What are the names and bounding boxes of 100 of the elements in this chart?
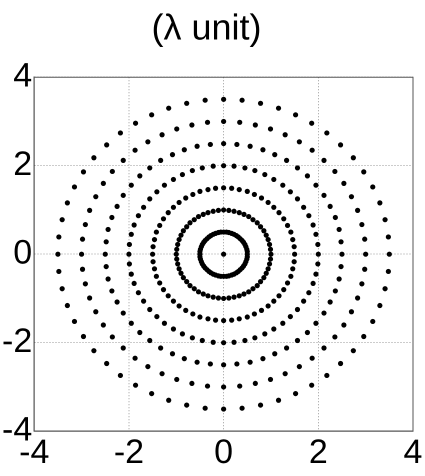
point: [231, 164, 237, 169]
point: [204, 383, 210, 389]
point: [154, 314, 160, 320]
point: [221, 318, 226, 324]
point: [174, 252, 179, 257]
point: [241, 212, 247, 217]
point: [180, 331, 186, 336]
point: [80, 169, 86, 174]
point: [361, 334, 366, 340]
point: [137, 330, 142, 336]
point: [362, 266, 368, 272]
point: [313, 232, 319, 237]
point: [210, 208, 216, 214]
point: [159, 132, 165, 138]
point: [221, 384, 226, 390]
point: [252, 311, 257, 317]
point: [231, 340, 237, 345]
point: [276, 398, 282, 403]
point: [324, 130, 330, 136]
point: [258, 100, 264, 106]
point: [178, 270, 184, 276]
point: [196, 289, 202, 294]
point: [231, 294, 237, 300]
point: [132, 356, 138, 361]
point: [239, 98, 245, 103]
point: [332, 214, 338, 220]
point: [204, 120, 210, 125]
point: [292, 112, 298, 118]
point: [382, 286, 388, 292]
point: [162, 182, 168, 188]
point: [272, 152, 278, 158]
point: [321, 310, 327, 316]
point: [316, 252, 321, 257]
point: [149, 112, 154, 118]
point: [120, 310, 126, 316]
point: [266, 261, 272, 267]
point: [159, 371, 165, 376]
point: [205, 186, 211, 192]
point: [377, 200, 382, 206]
point: [197, 188, 203, 194]
point: [166, 398, 172, 403]
point: [187, 283, 193, 288]
point: [184, 402, 190, 408]
point: [304, 330, 310, 336]
point: [226, 208, 232, 213]
point: [174, 246, 180, 252]
point: [162, 320, 168, 326]
point: [236, 316, 242, 322]
point: [246, 289, 252, 294]
point: [91, 348, 96, 354]
point: [152, 266, 158, 272]
point: [324, 372, 330, 378]
point: [237, 120, 242, 125]
point: [362, 236, 368, 242]
point: [176, 200, 182, 206]
point: [294, 338, 300, 344]
point: [200, 212, 206, 217]
point: [239, 406, 245, 411]
point: [359, 222, 364, 228]
point: [154, 229, 159, 235]
point: [202, 406, 208, 411]
y-tick-label: -2: [2, 322, 32, 360]
point: [338, 239, 344, 244]
point: [266, 237, 271, 242]
point: [194, 144, 200, 149]
point: [102, 252, 108, 257]
point: [252, 335, 258, 340]
point: [304, 173, 310, 178]
point: [276, 210, 282, 216]
point: [210, 294, 216, 300]
point: [118, 130, 123, 136]
point: [221, 296, 226, 302]
point: [221, 118, 226, 124]
point: [332, 288, 338, 294]
point: [336, 276, 342, 282]
point: [252, 380, 258, 386]
y-tick-label: 0: [13, 234, 32, 272]
point: [137, 173, 142, 178]
point: [370, 184, 376, 190]
point: [170, 326, 176, 332]
point: [348, 194, 354, 200]
point: [100, 322, 106, 328]
point: [221, 252, 226, 257]
point: [145, 364, 150, 370]
point: [276, 293, 282, 298]
point: [348, 309, 354, 314]
point: [271, 176, 276, 182]
point: [294, 165, 300, 171]
point: [236, 186, 242, 192]
point: [104, 142, 110, 148]
point: [166, 293, 171, 298]
point: [282, 132, 288, 138]
point: [258, 402, 264, 408]
point: [205, 316, 211, 322]
point: [313, 182, 319, 188]
point: [114, 204, 120, 210]
point: [210, 340, 216, 345]
point: [236, 210, 242, 216]
point: [290, 237, 296, 242]
point: [350, 348, 356, 354]
